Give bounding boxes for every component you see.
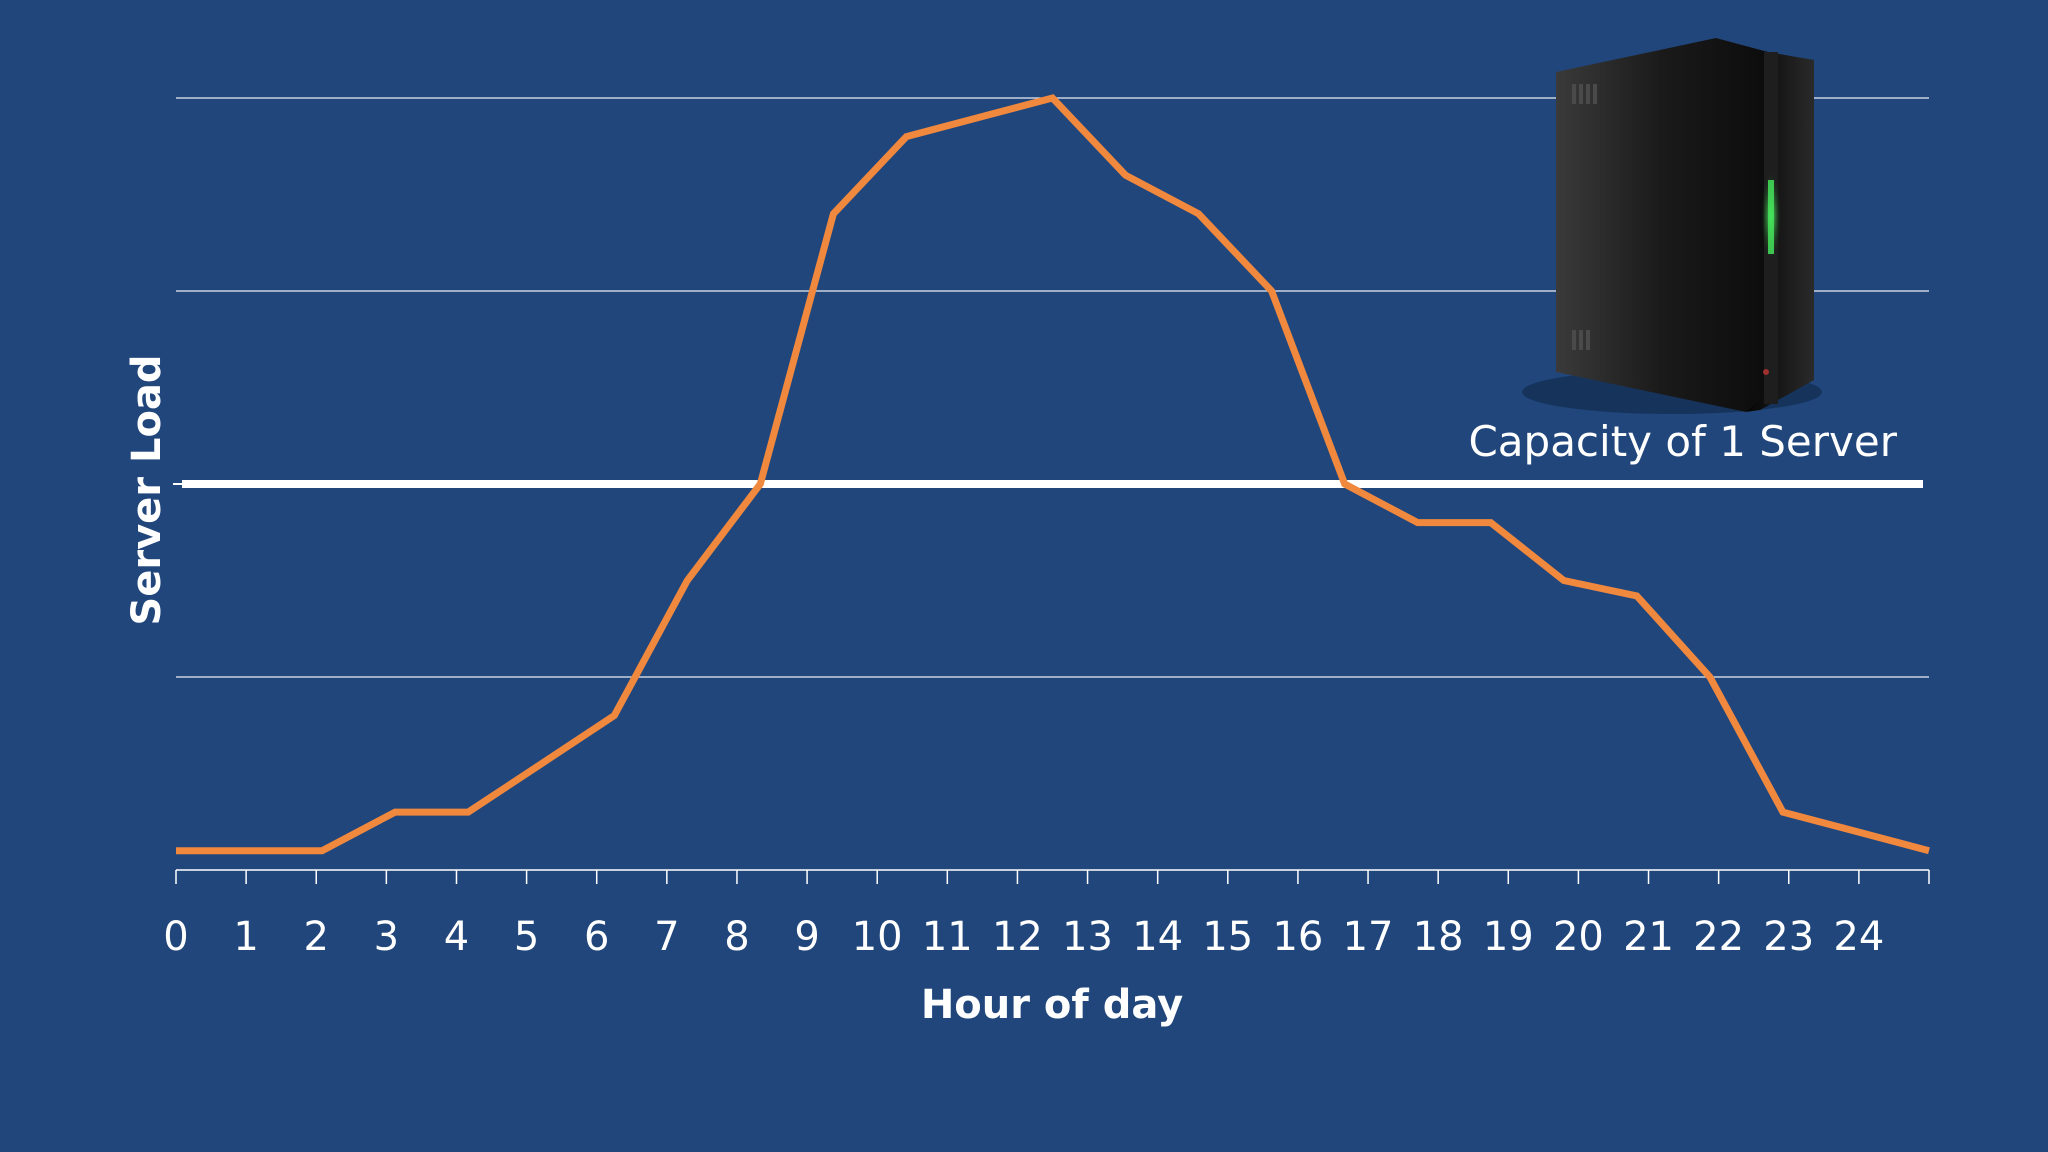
- x-tick-label: 20: [1553, 914, 1604, 960]
- x-tick-label: 14: [1132, 914, 1183, 960]
- x-tick-label: 15: [1202, 914, 1253, 960]
- y-axis-title: Server Load: [124, 354, 170, 625]
- x-tick-label: 4: [444, 914, 469, 960]
- x-axis-title: Hour of day: [921, 982, 1183, 1028]
- capacity-label: Capacity of 1 Server: [1468, 417, 1897, 466]
- x-tick-label: 18: [1413, 914, 1464, 960]
- x-tick-label: 3: [374, 914, 399, 960]
- x-tick-label: 23: [1763, 914, 1814, 960]
- x-tick-label: 21: [1623, 914, 1674, 960]
- x-tick-label: 19: [1483, 914, 1534, 960]
- x-tick-label: 0: [163, 914, 188, 960]
- x-tick-label: 1: [233, 914, 258, 960]
- x-tick-label: 17: [1343, 914, 1394, 960]
- x-tick-label: 8: [724, 914, 749, 960]
- x-tick-label: 5: [514, 914, 539, 960]
- x-tick-label: 12: [992, 914, 1043, 960]
- x-tick-label: 11: [922, 914, 973, 960]
- server-tower-icon: [1522, 38, 1822, 414]
- series-layer: [175, 94, 1930, 855]
- x-tick-labels: 0 1 2 3 4 5 6 7 8 9 10 11 12 13 14 15 16 17 18 19 20 21 22 23 24: [163, 914, 1884, 960]
- x-tick-label: 16: [1272, 914, 1323, 960]
- x-axis: [175, 869, 1930, 884]
- x-tick-label: 10: [852, 914, 903, 960]
- x-tick-label: 2: [304, 914, 329, 960]
- x-tick-label: 6: [584, 914, 609, 960]
- x-tick-label: 24: [1833, 914, 1884, 960]
- x-tick-label: 7: [654, 914, 679, 960]
- x-tick-label: 22: [1693, 914, 1744, 960]
- x-tick-label: 13: [1062, 914, 1113, 960]
- x-tick-label: 9: [794, 914, 819, 960]
